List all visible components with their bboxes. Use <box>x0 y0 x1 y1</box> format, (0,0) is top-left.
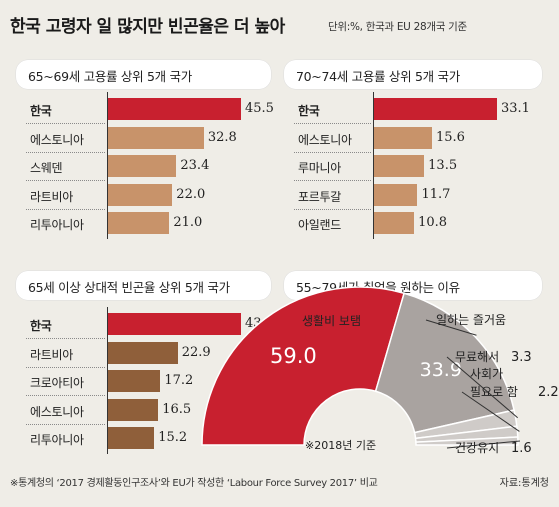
chart-title: 한국 고령자 일 많지만 빈곤율은 더 높아 <box>10 17 285 37</box>
p3-value-label: 43.7 <box>245 316 274 331</box>
unit-note: 단위:%, 한국과 EU 28개국 기준 <box>328 21 467 33</box>
donut-category-label: 무료해서 <box>455 350 499 364</box>
p3-value-label: 16.5 <box>162 401 192 417</box>
p1-bar <box>108 126 204 149</box>
panel-reasons-header: 55~79세가 취업을 원하는 이유 <box>284 271 542 300</box>
p1-axis <box>107 92 108 239</box>
p2-value-label: 10.8 <box>418 215 448 230</box>
p3-category-label: 리투아니아 <box>30 433 84 447</box>
p1-bar <box>108 212 170 234</box>
panel-employment-70-74-header: 70~74세 고용률 상위 5개 국가 <box>284 60 542 89</box>
panel-reasons-title: 55~79세가 취업을 원하는 이유 <box>296 280 460 295</box>
p3-axis <box>107 307 108 454</box>
p2-category-label: 아일랜드 <box>298 218 341 232</box>
p3-bar <box>108 313 241 335</box>
p1-bar <box>108 155 177 177</box>
donut-leader-line <box>446 440 520 449</box>
p2-bar <box>374 126 432 149</box>
donut-slice <box>374 292 515 434</box>
panel-employment-70-74-title: 70~74세 고용률 상위 5개 국가 <box>296 69 460 84</box>
p1-row-separator <box>26 180 105 181</box>
p3-value-label: 22.9 <box>181 344 211 360</box>
p1-category-label: 에스토니아 <box>30 132 84 147</box>
p2-category-label: 한국 <box>298 104 320 118</box>
p3-category-label: 라트비아 <box>30 347 73 362</box>
p1-row-separator <box>26 123 105 124</box>
p3-row-separator <box>26 338 105 339</box>
footer-note: ※통계청의 ‘2017 경제활동인구조사’와 EU가 작성한 ‘Labour F… <box>10 478 378 489</box>
p2-row-separator <box>294 151 371 153</box>
p1-value-label: 45.5 <box>245 101 274 116</box>
p3-bar <box>108 341 178 364</box>
p2-row-separator <box>294 123 371 124</box>
p2-bar <box>374 183 418 206</box>
panel-employment-65-69-header: 65~69세 고용률 상위 5개 국가 <box>16 60 271 89</box>
donut-value-label: 3.3 <box>511 350 532 365</box>
panel-poverty-title: 65세 이상 상대적 빈곤율 상위 5개 국가 <box>28 280 230 295</box>
p2-value-label: 33.1 <box>501 101 530 116</box>
p3-row-separator <box>26 423 105 425</box>
p3-bar <box>108 427 155 449</box>
donut-category-label: 사회가 <box>470 367 503 381</box>
p1-bar <box>108 183 173 206</box>
p2-category-label: 포르투갈 <box>298 189 341 204</box>
donut-slice <box>415 436 519 446</box>
p1-value-label: 22.0 <box>176 186 206 202</box>
p1-category-label: 스웨덴 <box>30 161 63 175</box>
p2-value-label: 15.6 <box>435 129 465 145</box>
p3-bar <box>108 398 159 421</box>
p2-category-label: 에스토니아 <box>298 132 352 147</box>
p1-value-label: 23.4 <box>180 158 210 173</box>
p3-row-separator <box>26 395 105 396</box>
donut-value-label: 2.2 <box>538 385 559 400</box>
donut-category-label: 생활비 보탬 <box>302 314 361 328</box>
p2-bar <box>374 98 497 120</box>
donut-category-label: 필요로 함 <box>470 385 518 399</box>
p1-value-label: 21.0 <box>173 215 203 230</box>
p3-category-label: 에스토니아 <box>30 404 84 419</box>
p2-bar <box>374 212 415 234</box>
p1-category-label: 한국 <box>30 104 52 118</box>
p2-category-label: 루마니아 <box>298 161 341 175</box>
donut-slice <box>414 425 519 443</box>
donut-category-label: 건강유지 <box>455 441 499 455</box>
footer-source: 자료:통계청 <box>499 478 549 489</box>
p1-row-separator <box>26 208 105 210</box>
p2-value-label: 11.7 <box>421 186 451 202</box>
donut-leader-line <box>446 356 518 419</box>
p2-row-separator <box>294 180 371 181</box>
donut-leader-line <box>461 391 520 432</box>
p3-value-label: 17.2 <box>164 373 194 388</box>
p3-category-label: 크로아티아 <box>30 376 84 390</box>
p2-value-label: 13.5 <box>428 158 458 173</box>
p3-row-separator <box>26 366 105 368</box>
p2-row-separator <box>294 208 371 210</box>
panel-poverty-header: 65세 이상 상대적 빈곤율 상위 5개 국가 <box>16 271 271 300</box>
donut-slice <box>201 286 406 446</box>
p2-axis <box>373 92 374 239</box>
donut-value-label: 59.0 <box>270 344 317 368</box>
p1-category-label: 리투아니아 <box>30 218 84 232</box>
p3-category-label: 한국 <box>30 319 52 333</box>
donut-leader-line <box>425 319 477 336</box>
p1-value-label: 32.8 <box>207 129 237 145</box>
donut-note: ※2018년 기준 <box>305 439 376 452</box>
donut-slice <box>413 409 518 440</box>
donut-value-label: 1.6 <box>511 441 532 456</box>
donut-category-label: 일하는 즐거움 <box>436 313 506 327</box>
p1-bar <box>108 98 241 120</box>
donut-value-label: 33.9 <box>420 359 462 381</box>
p3-value-label: 15.2 <box>158 430 188 445</box>
p1-row-separator <box>26 151 105 153</box>
p3-bar <box>108 370 161 392</box>
panel-employment-65-69-title: 65~69세 고용률 상위 5개 국가 <box>28 69 192 84</box>
p1-category-label: 라트비아 <box>30 189 73 204</box>
p2-bar <box>374 155 425 177</box>
